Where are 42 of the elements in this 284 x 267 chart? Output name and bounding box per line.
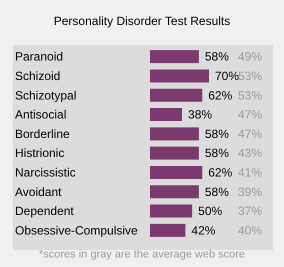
data-label: 38% bbox=[188, 108, 212, 122]
data-label: 70% bbox=[215, 68, 240, 83]
y-tick-label: Obsessive-Compulsive bbox=[15, 223, 138, 238]
bar bbox=[150, 185, 199, 198]
y-tick-label: Histrionic bbox=[15, 146, 64, 160]
text: 49% bbox=[238, 50, 262, 64]
y-tick-label: Avoidant bbox=[15, 184, 62, 199]
data-label: 50% bbox=[198, 204, 222, 218]
data-label: 58% bbox=[204, 146, 230, 160]
y-tick-label: Dependent bbox=[15, 204, 74, 218]
bar bbox=[150, 146, 199, 160]
text: 40% bbox=[238, 223, 262, 238]
bar bbox=[150, 204, 192, 218]
y-tick-label: Borderline bbox=[15, 126, 70, 141]
y-tick-label: Narcissistic bbox=[15, 165, 76, 180]
text: 43% bbox=[238, 146, 262, 160]
bar bbox=[150, 108, 182, 122]
text: 53% bbox=[238, 88, 262, 102]
bar bbox=[150, 166, 202, 179]
y-tick-label: Schizotypal bbox=[15, 88, 76, 102]
data-label: 58% bbox=[204, 126, 230, 141]
text: 39% bbox=[238, 184, 262, 199]
bar bbox=[150, 69, 209, 82]
data-label: 62% bbox=[208, 165, 233, 180]
bar bbox=[150, 127, 199, 140]
data-label: 42% bbox=[191, 223, 216, 238]
data-label: 58% bbox=[204, 184, 230, 199]
data-label: 62% bbox=[208, 88, 233, 102]
text: 37% bbox=[238, 204, 262, 218]
bar bbox=[150, 50, 199, 64]
data-label: 58% bbox=[204, 50, 230, 64]
text: 47% bbox=[238, 126, 262, 141]
bar bbox=[150, 88, 202, 102]
y-tick-label: Schizoid bbox=[15, 68, 60, 83]
text: 53% bbox=[238, 68, 262, 83]
chart-title: Personality Disorder Test Results bbox=[54, 14, 230, 28]
y-tick-label: Paranoid bbox=[15, 50, 64, 64]
text: 41% bbox=[238, 165, 262, 180]
y-tick-label: Antisocial bbox=[15, 108, 66, 122]
text: *scores in gray are the average web score bbox=[38, 248, 246, 260]
bar bbox=[150, 224, 186, 237]
text: 47% bbox=[238, 108, 262, 122]
